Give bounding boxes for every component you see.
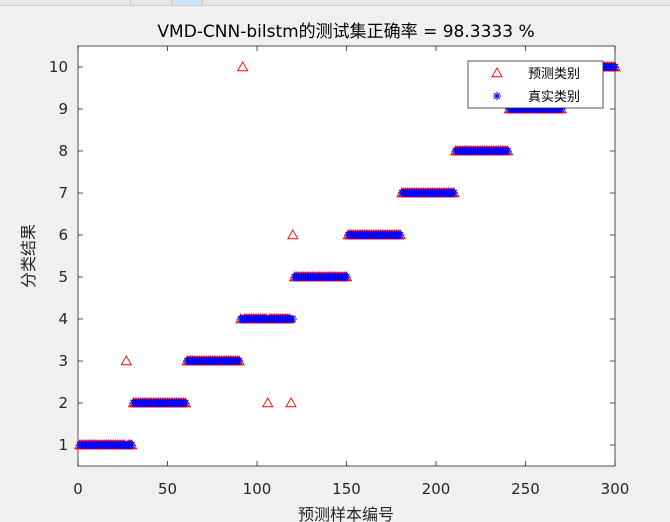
true-point [503,146,512,156]
x-tick-label: 50 [158,480,177,498]
y-tick-label: 9 [58,100,68,118]
x-tick-label: 200 [422,480,451,498]
chart-title: VMD-CNN-bilstm的测试集正确率 = 98.3333 % [157,22,534,42]
true-point [610,62,620,72]
x-axis: 0 50 100 150 200 250 300 [73,46,629,498]
y-tick-label: 3 [58,352,68,370]
y-tick-label: 4 [58,310,68,328]
y-tick-label: 10 [49,58,68,76]
legend: 预测类别 真实类别 [467,60,604,109]
predicted-point [285,397,297,408]
toolbar-tab-active[interactable] [172,0,203,5]
legend-asterisk-icon [492,91,502,101]
x-tick-label: 0 [73,480,83,498]
toolbar-strip [0,0,670,6]
predicted-point [120,355,133,366]
true-point [127,440,136,450]
plot-area [77,45,616,467]
predicted-point [287,229,299,240]
y-tick-label: 6 [58,226,68,244]
legend-box [467,60,604,109]
legend-triangle-icon [491,67,503,78]
x-tick-label: 150 [332,480,361,498]
true-point [234,356,244,366]
toolbar-tab[interactable] [0,0,131,5]
x-tick-label: 250 [511,480,540,498]
predicted-point [236,61,249,72]
y-tick-label: 7 [58,184,68,202]
toolbar-tab[interactable] [131,0,172,5]
legend-marker-predicted [491,67,503,78]
x-tick-label: 300 [601,480,630,498]
true-point [342,272,351,282]
true-point [449,188,459,198]
x-tick-label: 100 [243,480,272,498]
y-tick-label: 1 [58,436,68,454]
legend-label-predicted: 预测类别 [528,67,580,82]
true-point [396,230,405,240]
x-axis-label: 预测样本编号 [298,505,394,522]
legend-marker-true [492,91,502,101]
true-point [288,314,297,324]
y-tick-label: 2 [58,394,68,412]
true-point [181,398,190,408]
y-axis: 1 2 3 4 5 6 7 8 9 10 [49,58,615,454]
predicted-point [261,397,274,408]
y-tick-label: 5 [58,268,68,286]
y-axis-label: 分类结果 [19,224,38,288]
y-tick-label: 8 [58,142,68,160]
legend-label-true: 真实类别 [528,90,580,105]
